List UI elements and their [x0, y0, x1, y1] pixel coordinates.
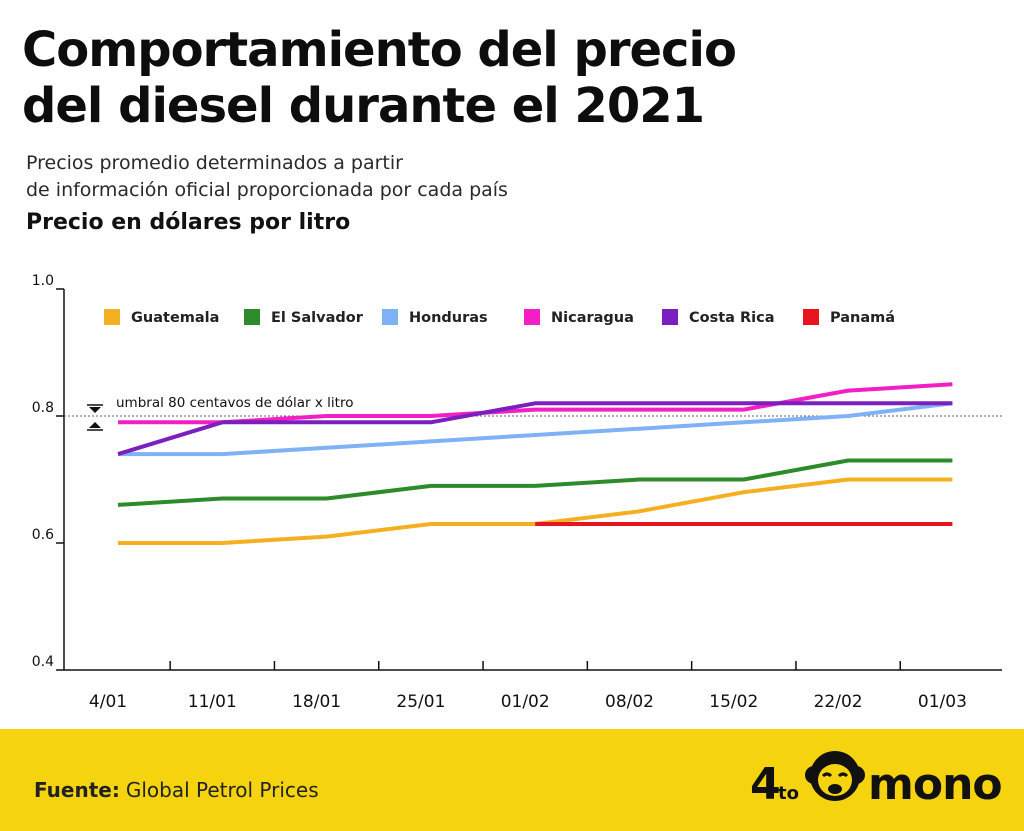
- subtitle-line-1: Precios promedio determinados a partir: [26, 152, 403, 174]
- series-line: [118, 382, 953, 425]
- x-tick-label: 11/01: [188, 692, 237, 712]
- chart-title: Comportamiento del precio del diesel dur…: [22, 22, 982, 134]
- legend-swatch: [104, 309, 120, 325]
- series-line: [117, 458, 953, 507]
- logo-text-to: to: [778, 783, 799, 804]
- legend-swatch: [662, 309, 678, 325]
- x-tick-label: 08/02: [605, 692, 654, 712]
- legend-label: Nicaragua: [551, 310, 634, 326]
- legend-label: El Salvador: [271, 310, 364, 326]
- monkey-icon: [805, 751, 865, 801]
- legend-label: Panamá: [830, 310, 895, 326]
- logo-text-mono: mono: [868, 759, 1003, 810]
- y-tick-label: 0.6: [32, 527, 54, 543]
- legend-label: Guatemala: [131, 310, 219, 326]
- x-tick-label: 4/01: [89, 692, 127, 712]
- series-line: [118, 401, 953, 457]
- source-label: Fuente:: [34, 778, 120, 802]
- subtitle-line-2: de información oficial proporcionada por…: [26, 179, 508, 201]
- legend-swatch: [382, 309, 398, 325]
- threshold-arrow-down: [89, 407, 101, 413]
- legend-label: Honduras: [409, 310, 488, 326]
- line-chart: 0.4 0.6 0.8 1.0 4/01 11/01 18/01 25/01 01/02 08/0…: [32, 273, 1002, 712]
- legend-swatch: [244, 309, 260, 325]
- title-line-2: del diesel durante el 2021: [22, 78, 705, 134]
- series-line: [118, 477, 953, 545]
- y-tick-label: 0.4: [32, 654, 54, 670]
- source-value: Global Petrol Prices: [125, 778, 319, 802]
- x-tick-label: 15/02: [709, 692, 758, 712]
- brand-logo: 4 to mono: [748, 745, 1004, 821]
- series-line: [117, 401, 953, 457]
- threshold-label: umbral 80 centavos de dólar x litro: [116, 395, 353, 411]
- x-tick-label: 18/01: [292, 692, 341, 712]
- x-tick-label: 01/03: [918, 692, 967, 712]
- legend-swatch: [524, 309, 540, 325]
- logo-text-4: 4: [750, 759, 781, 810]
- x-tick-label: 01/02: [501, 692, 550, 712]
- y-tick-label: 1.0: [32, 273, 54, 289]
- chart-subtitle: Precios promedio determinados a partir d…: [26, 150, 508, 204]
- footer-bar: Fuente: Global Petrol Prices 4 to mono: [0, 729, 1024, 831]
- threshold-arrow-up: [89, 422, 101, 428]
- legend-label: Costa Rica: [689, 310, 775, 326]
- x-tick-label: 25/01: [396, 692, 445, 712]
- source-credit: Fuente: Global Petrol Prices: [34, 778, 319, 802]
- units-label: Precio en dólares por litro: [26, 210, 351, 235]
- legend-swatch: [803, 309, 819, 325]
- y-tick-label: 0.8: [32, 400, 54, 416]
- x-tick-label: 22/02: [814, 692, 863, 712]
- title-line-1: Comportamiento del precio: [22, 22, 737, 78]
